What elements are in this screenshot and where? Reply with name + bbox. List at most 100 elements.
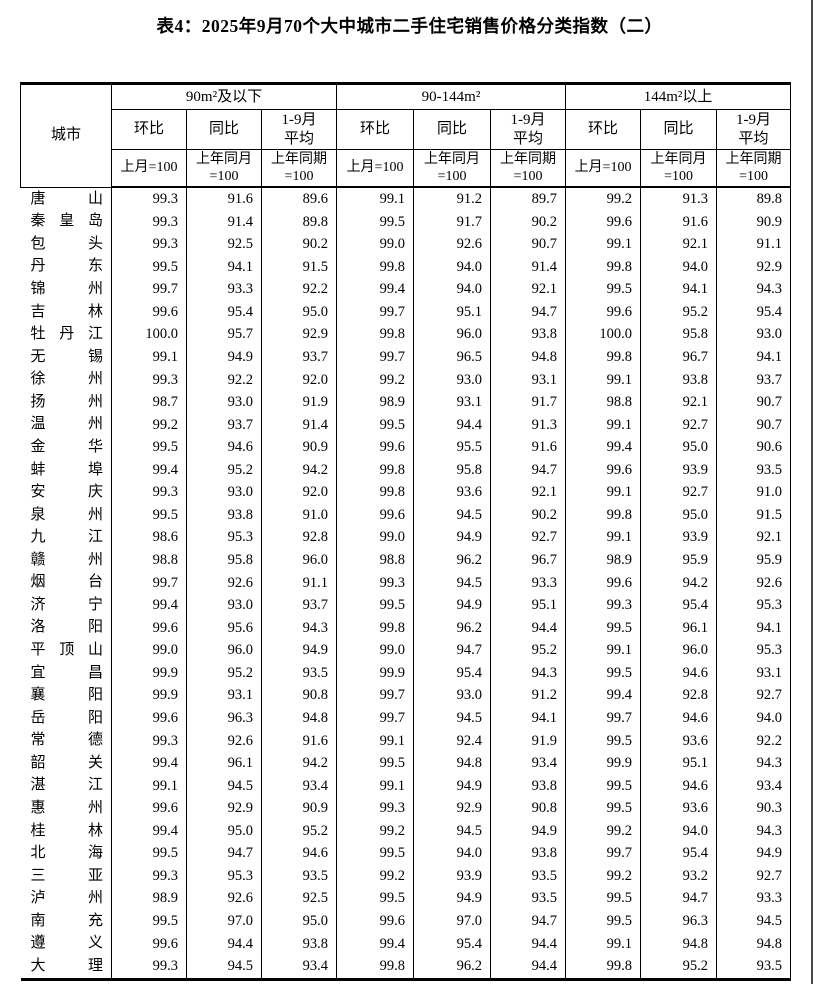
- table-row: 金华 99.5 94.6 90.9 99.6 95.5 91.6 99.4 95.0 90.6: [20, 436, 792, 459]
- index-value: 91.7: [413, 210, 492, 234]
- index-value: 92.1: [640, 391, 718, 414]
- index-value: 94.3: [716, 752, 792, 775]
- index-value: 94.5: [413, 819, 492, 843]
- col-header-yoy: 同比: [186, 109, 262, 150]
- index-value: 99.2: [111, 413, 187, 437]
- index-value: 92.7: [490, 526, 567, 549]
- index-value: 98.9: [565, 549, 642, 572]
- city-name: 秦皇岛: [20, 210, 112, 234]
- index-value: 94.8: [640, 932, 718, 956]
- index-value: 99.2: [336, 864, 415, 888]
- index-value: 94.6: [260, 842, 338, 865]
- index-value: 95.1: [490, 594, 567, 617]
- index-value: 94.0: [716, 706, 792, 730]
- index-value: 94.3: [260, 616, 338, 640]
- table-row: 泸州 98.9 92.6 92.5 99.5 94.9 93.5 99.5 94.7 93.3: [20, 887, 792, 910]
- index-value: 91.0: [716, 481, 792, 504]
- index-value: 96.3: [186, 706, 262, 730]
- index-value: 94.0: [640, 255, 718, 279]
- index-value: 94.7: [490, 910, 567, 933]
- index-value: 99.3: [111, 864, 187, 888]
- index-value: 99.1: [565, 639, 642, 662]
- index-value: 93.4: [490, 752, 567, 775]
- index-value: 99.6: [336, 910, 415, 933]
- index-value: 94.5: [413, 571, 492, 595]
- index-value: 95.0: [186, 819, 262, 843]
- index-value: 92.6: [186, 887, 262, 910]
- index-value: 96.1: [186, 752, 262, 775]
- index-value: 92.1: [640, 233, 718, 256]
- city-name: 安庆: [20, 481, 112, 504]
- index-value: 98.8: [111, 549, 187, 572]
- index-value: 94.1: [640, 278, 718, 301]
- index-value: 91.1: [260, 571, 338, 595]
- index-value: 95.8: [413, 458, 492, 482]
- index-value: 95.3: [716, 594, 792, 617]
- index-value: 92.5: [186, 233, 262, 256]
- index-value: 95.2: [490, 639, 567, 662]
- index-value: 90.2: [260, 233, 338, 256]
- index-value: 93.1: [716, 661, 792, 685]
- index-value: 90.6: [716, 436, 792, 459]
- index-value: 99.8: [336, 255, 415, 279]
- index-value: 99.5: [565, 774, 642, 798]
- city-name: 济宁: [20, 594, 112, 617]
- index-value: 99.4: [111, 752, 187, 775]
- index-value: 99.4: [111, 594, 187, 617]
- index-value: 94.2: [260, 752, 338, 775]
- base-header-same-month: 上年同月 =100: [640, 149, 718, 188]
- index-value: 93.0: [413, 368, 492, 392]
- index-value: 95.2: [186, 458, 262, 482]
- city-name: 赣州: [20, 549, 112, 572]
- table-row: 岳阳 99.6 96.3 94.8 99.7 94.5 94.1 99.7 94.6 94.0: [20, 706, 792, 730]
- index-value: 92.6: [413, 233, 492, 256]
- index-value: 95.0: [260, 300, 338, 324]
- index-value: 99.5: [565, 910, 642, 933]
- index-value: 93.8: [490, 842, 567, 865]
- index-value: 92.1: [490, 278, 567, 301]
- index-value: 99.6: [111, 706, 187, 730]
- index-value: 94.4: [186, 932, 262, 956]
- index-value: 99.7: [336, 300, 415, 324]
- index-value: 99.3: [111, 955, 187, 980]
- index-value: 94.5: [186, 955, 262, 980]
- index-value: 99.5: [336, 752, 415, 775]
- index-value: 99.5: [111, 436, 187, 459]
- index-value: 95.3: [716, 639, 792, 662]
- index-value: 94.7: [186, 842, 262, 865]
- city-name: 金华: [20, 436, 112, 459]
- table-row: 蚌埠 99.4 95.2 94.2 99.8 95.8 94.7 99.6 93.9 93.5: [20, 458, 792, 482]
- table-row: 锦州 99.7 93.3 92.2 99.4 94.0 92.1 99.5 94.1 94.3: [20, 278, 792, 301]
- city-name: 温州: [20, 413, 112, 437]
- index-value: 94.1: [186, 255, 262, 279]
- index-value: 93.8: [260, 932, 338, 956]
- index-value: 94.9: [413, 526, 492, 549]
- index-value: 94.4: [413, 413, 492, 437]
- index-value: 92.5: [260, 887, 338, 910]
- index-value: 94.3: [716, 819, 792, 843]
- base-header-prev-month: 上月=100: [111, 149, 187, 188]
- city-name: 蚌埠: [20, 458, 112, 482]
- index-value: 93.0: [186, 481, 262, 504]
- city-name: 惠州: [20, 797, 112, 820]
- index-value: 99.2: [336, 368, 415, 392]
- index-value: 95.8: [186, 549, 262, 572]
- city-name: 唐山: [20, 187, 112, 211]
- index-value: 99.6: [111, 616, 187, 640]
- index-value: 99.3: [111, 187, 187, 211]
- index-value: 99.8: [565, 955, 642, 980]
- city-name: 平顶山: [20, 639, 112, 662]
- index-value: 99.8: [336, 955, 415, 980]
- index-value: 95.2: [640, 300, 718, 324]
- index-value: 92.9: [716, 255, 792, 279]
- table-row: 湛江 99.1 94.5 93.4 99.1 94.9 93.8 99.5 94.6 93.4: [20, 774, 792, 798]
- index-value: 99.9: [336, 661, 415, 685]
- index-value: 96.2: [413, 549, 492, 572]
- table-row: 洛阳 99.6 95.6 94.3 99.8 96.2 94.4 99.5 96.1 94.1: [20, 616, 792, 640]
- index-value: 90.2: [490, 503, 567, 527]
- table-row: 泉州 99.5 93.8 91.0 99.6 94.5 90.2 99.8 95.0 91.5: [20, 503, 792, 527]
- city-name: 襄阳: [20, 684, 112, 707]
- index-value: 94.4: [490, 616, 567, 640]
- index-value: 95.9: [716, 549, 792, 572]
- table-header: 城市 90m²及以下 90-144m² 144m²以上 环比 同比 1-9月 平…: [20, 83, 792, 188]
